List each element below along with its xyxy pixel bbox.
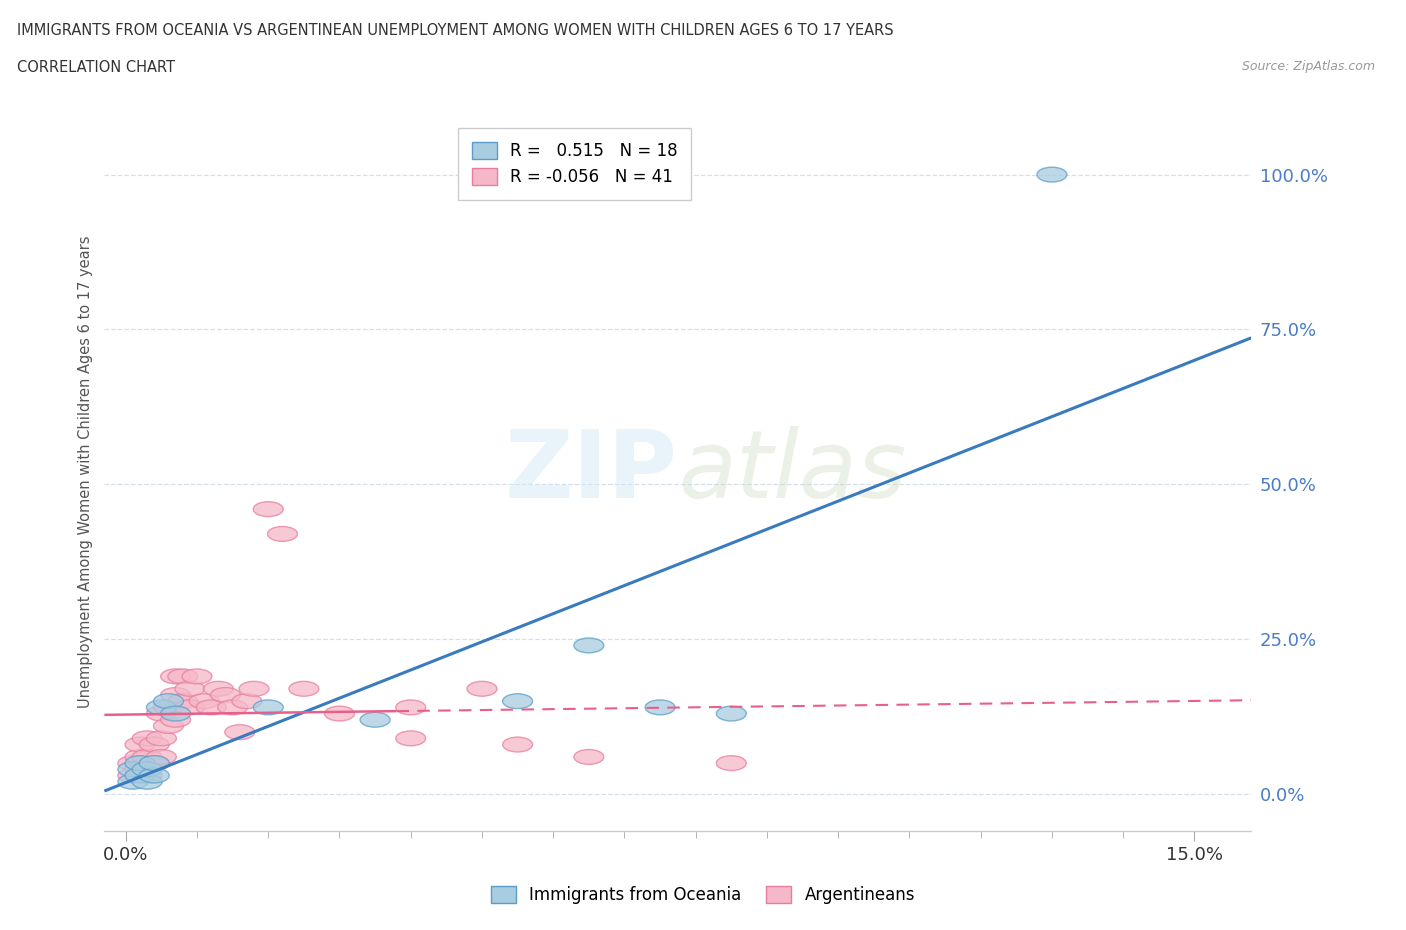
Ellipse shape: [139, 737, 169, 752]
Ellipse shape: [467, 682, 496, 697]
Ellipse shape: [325, 706, 354, 721]
Ellipse shape: [645, 700, 675, 715]
Text: CORRELATION CHART: CORRELATION CHART: [17, 60, 174, 75]
Ellipse shape: [717, 756, 747, 771]
Ellipse shape: [717, 706, 747, 721]
Ellipse shape: [132, 750, 162, 764]
Ellipse shape: [118, 775, 148, 790]
Ellipse shape: [395, 731, 426, 746]
Ellipse shape: [146, 706, 176, 721]
Ellipse shape: [146, 750, 176, 764]
Ellipse shape: [1038, 167, 1067, 182]
Ellipse shape: [132, 775, 162, 790]
Legend: R =   0.515   N = 18, R = -0.056   N = 41: R = 0.515 N = 18, R = -0.056 N = 41: [458, 128, 690, 200]
Ellipse shape: [125, 762, 155, 777]
Ellipse shape: [139, 768, 169, 783]
Ellipse shape: [267, 526, 298, 541]
Ellipse shape: [139, 756, 169, 771]
Ellipse shape: [146, 731, 176, 746]
Ellipse shape: [160, 706, 191, 721]
Ellipse shape: [118, 768, 148, 783]
Text: ZIP: ZIP: [505, 426, 678, 518]
Ellipse shape: [174, 682, 205, 697]
Ellipse shape: [160, 687, 191, 702]
Ellipse shape: [502, 737, 533, 752]
Ellipse shape: [360, 712, 389, 727]
Ellipse shape: [153, 694, 183, 709]
Ellipse shape: [118, 762, 148, 777]
Ellipse shape: [218, 700, 247, 715]
Y-axis label: Unemployment Among Women with Children Ages 6 to 17 years: Unemployment Among Women with Children A…: [79, 235, 93, 709]
Text: Source: ZipAtlas.com: Source: ZipAtlas.com: [1241, 60, 1375, 73]
Ellipse shape: [288, 682, 319, 697]
Legend: Immigrants from Oceania, Argentineans: Immigrants from Oceania, Argentineans: [484, 879, 922, 910]
Ellipse shape: [118, 756, 148, 771]
Ellipse shape: [395, 700, 426, 715]
Ellipse shape: [574, 638, 603, 653]
Ellipse shape: [160, 712, 191, 727]
Ellipse shape: [146, 700, 176, 715]
Ellipse shape: [211, 687, 240, 702]
Ellipse shape: [174, 700, 205, 715]
Ellipse shape: [204, 682, 233, 697]
Ellipse shape: [153, 700, 183, 715]
Text: atlas: atlas: [678, 427, 905, 517]
Text: IMMIGRANTS FROM OCEANIA VS ARGENTINEAN UNEMPLOYMENT AMONG WOMEN WITH CHILDREN AG: IMMIGRANTS FROM OCEANIA VS ARGENTINEAN U…: [17, 23, 893, 38]
Ellipse shape: [125, 750, 155, 764]
Ellipse shape: [132, 762, 162, 777]
Ellipse shape: [232, 694, 262, 709]
Ellipse shape: [253, 700, 283, 715]
Ellipse shape: [190, 694, 219, 709]
Ellipse shape: [132, 731, 162, 746]
Ellipse shape: [502, 694, 533, 709]
Ellipse shape: [167, 669, 198, 684]
Ellipse shape: [125, 737, 155, 752]
Ellipse shape: [197, 700, 226, 715]
Ellipse shape: [125, 756, 155, 771]
Ellipse shape: [125, 768, 155, 783]
Ellipse shape: [153, 719, 183, 734]
Ellipse shape: [181, 669, 212, 684]
Ellipse shape: [132, 768, 162, 783]
Ellipse shape: [167, 694, 198, 709]
Ellipse shape: [139, 756, 169, 771]
Ellipse shape: [160, 669, 191, 684]
Ellipse shape: [253, 501, 283, 516]
Ellipse shape: [225, 724, 254, 739]
Ellipse shape: [239, 682, 269, 697]
Ellipse shape: [574, 750, 603, 764]
